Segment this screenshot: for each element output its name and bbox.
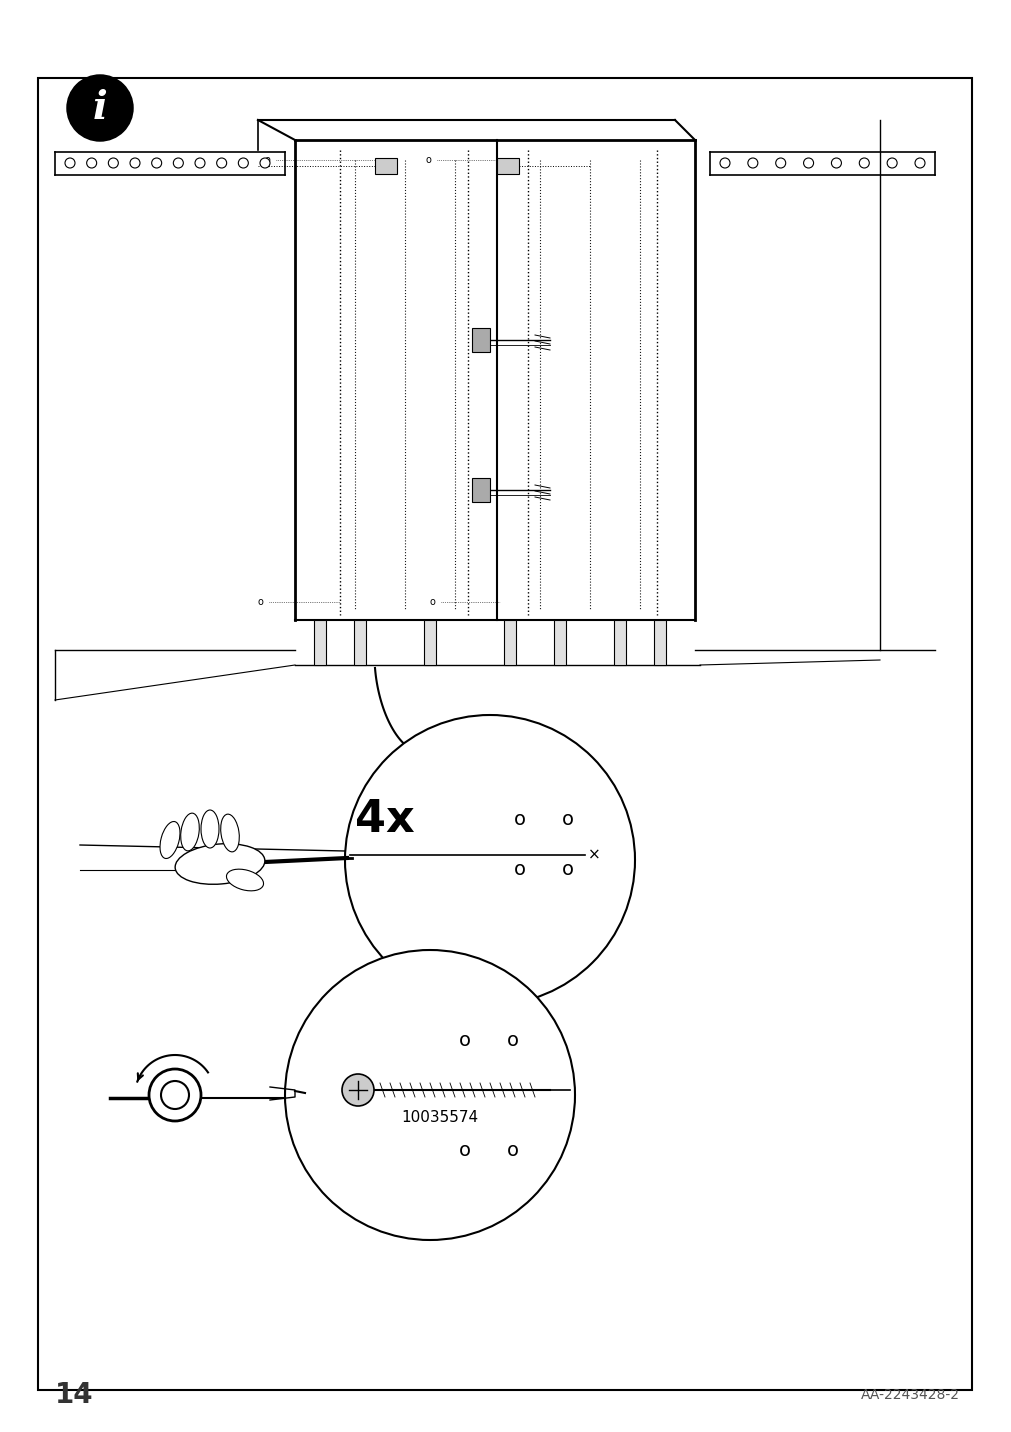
Circle shape: [129, 158, 140, 168]
Ellipse shape: [220, 815, 239, 852]
Bar: [496, 158, 519, 175]
Text: o: o: [430, 597, 436, 607]
Text: o: o: [459, 1031, 470, 1050]
Bar: [503, 620, 516, 664]
Circle shape: [108, 158, 118, 168]
Ellipse shape: [175, 843, 265, 885]
Ellipse shape: [201, 811, 218, 848]
Bar: [375, 158, 396, 175]
Text: ×: ×: [587, 848, 600, 862]
Bar: [553, 620, 565, 664]
Circle shape: [161, 1081, 189, 1108]
Ellipse shape: [226, 869, 263, 891]
Circle shape: [152, 158, 162, 168]
Text: 10035574: 10035574: [401, 1110, 478, 1126]
Text: o: o: [265, 155, 271, 165]
Text: AA-2243428-2: AA-2243428-2: [860, 1388, 959, 1402]
Ellipse shape: [181, 813, 199, 851]
Text: 14: 14: [55, 1380, 94, 1409]
Text: i: i: [93, 89, 107, 127]
Circle shape: [719, 158, 729, 168]
Bar: [313, 620, 326, 664]
Circle shape: [887, 158, 897, 168]
Text: o: o: [561, 811, 573, 829]
Bar: [471, 328, 489, 352]
Text: 4x: 4x: [355, 799, 415, 842]
Circle shape: [216, 158, 226, 168]
Text: o: o: [514, 861, 526, 879]
Bar: [354, 620, 366, 664]
Bar: [653, 620, 665, 664]
Bar: [471, 478, 489, 503]
Circle shape: [775, 158, 785, 168]
Text: o: o: [426, 155, 432, 165]
Circle shape: [239, 158, 248, 168]
Text: o: o: [507, 1031, 519, 1050]
Ellipse shape: [160, 822, 180, 859]
Text: o: o: [459, 1140, 470, 1160]
Circle shape: [195, 158, 205, 168]
Circle shape: [173, 158, 183, 168]
Bar: [424, 620, 436, 664]
Circle shape: [831, 158, 840, 168]
Circle shape: [345, 715, 634, 1005]
Circle shape: [803, 158, 813, 168]
Text: o: o: [507, 1140, 519, 1160]
Text: o: o: [258, 597, 264, 607]
Circle shape: [342, 1074, 374, 1106]
Text: o: o: [514, 811, 526, 829]
Bar: [614, 620, 626, 664]
Polygon shape: [404, 949, 515, 1005]
Circle shape: [747, 158, 757, 168]
Circle shape: [87, 158, 97, 168]
Circle shape: [285, 949, 574, 1240]
Circle shape: [65, 158, 75, 168]
Circle shape: [68, 76, 131, 140]
Text: o: o: [561, 861, 573, 879]
Circle shape: [858, 158, 868, 168]
Circle shape: [914, 158, 924, 168]
Circle shape: [149, 1070, 201, 1121]
Circle shape: [260, 158, 270, 168]
